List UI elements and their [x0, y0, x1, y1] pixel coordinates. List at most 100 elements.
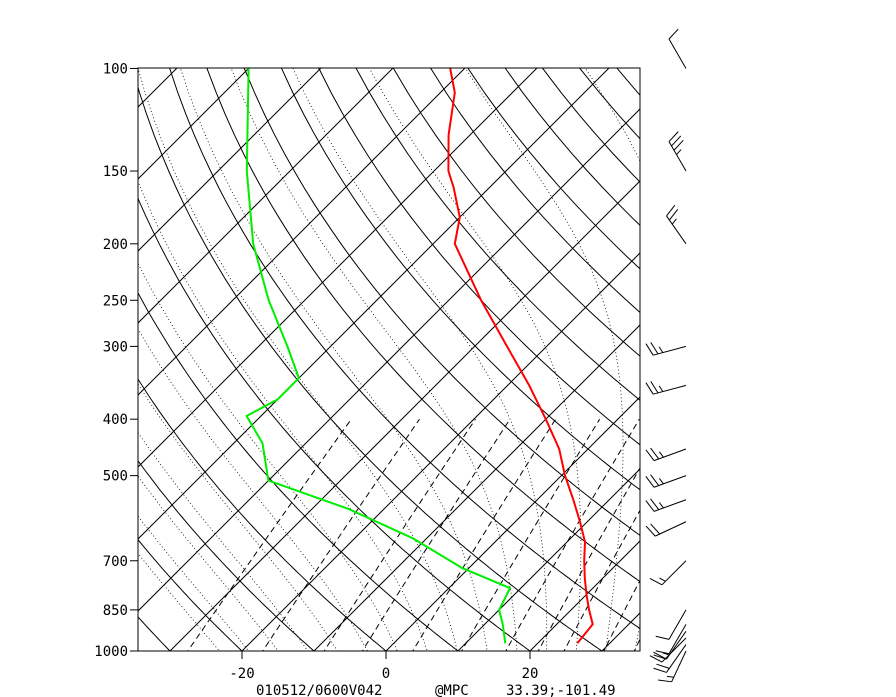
moist-adiabat-line: [292, 68, 548, 651]
moist-adiabat-line: [138, 180, 428, 651]
dry-adiabat-line: [741, 42, 896, 664]
wind-barb: [655, 609, 687, 640]
pressure-tick-label: 700: [103, 554, 128, 570]
moist-adiabat-line: [138, 552, 220, 651]
dry-adiabat-line: [632, 42, 896, 664]
dry-adiabat-line: [616, 68, 640, 96]
wind-barb: [668, 131, 687, 172]
wind-barb: [645, 381, 687, 395]
dry-adiabat-line: [467, 68, 640, 270]
temperature-profile-line: [447, 68, 594, 644]
mixing-ratio-line: [505, 418, 640, 651]
moist-adiabat-line: [662, 68, 741, 663]
mixing-ratio-line: [692, 419, 811, 663]
moist-adiabat-line: [138, 515, 250, 651]
dry-adiabat-line: [541, 68, 640, 183]
isotherm-line: [138, 68, 538, 468]
moist-adiabat-line: [138, 68, 458, 651]
temperature-tick-label: 20: [522, 666, 539, 682]
moist-adiabat-line: [138, 475, 279, 651]
pressure-tick-label: 850: [103, 603, 128, 619]
dry-adiabat-line: [206, 68, 640, 583]
pressure-tick-label: 500: [103, 469, 128, 485]
mixing-ratio-line: [563, 509, 640, 651]
wind-barbs: [645, 28, 687, 683]
footer-location: 33.39;-101.49: [506, 683, 616, 697]
moist-adiabat-line: [138, 383, 338, 651]
dry-adiabat-line: [504, 68, 640, 227]
isotherm-line: [138, 68, 610, 540]
pressure-tick-label: 200: [103, 237, 128, 253]
isotherm-line: [241, 252, 640, 651]
footer-source: @MPC: [435, 683, 469, 697]
wind-barb: [645, 474, 687, 488]
dry-adiabat-line: [138, 197, 531, 651]
dry-adiabat-line: [429, 68, 640, 314]
dry-adiabat-line: [280, 68, 640, 491]
pressure-tick-label: 1000: [94, 644, 128, 660]
pressure-tick-label: 300: [103, 339, 128, 355]
temperature-tick-label: -20: [229, 666, 254, 682]
isotherm-line: [138, 68, 250, 180]
dry-adiabat-line: [243, 68, 640, 536]
isotherm-line: [662, 42, 896, 664]
mixing-ratio-line: [187, 418, 352, 651]
isotherm-line: [138, 68, 394, 324]
wind-barb: [658, 650, 687, 683]
wind-barb: [668, 28, 687, 69]
wind-barb: [649, 637, 687, 663]
plot-frame: [137, 67, 641, 652]
moist-adiabat-line: [138, 431, 309, 651]
wind-barb: [645, 447, 687, 462]
moist-adiabat-line: [180, 68, 488, 651]
wind-barb: [649, 560, 687, 586]
mixing-ratio-line: [262, 418, 420, 651]
wind-barb: [653, 630, 687, 660]
mixing-ratio-line: [323, 418, 476, 651]
moist-adiabat-line: [230, 68, 518, 651]
dry-adiabat-line: [705, 42, 896, 664]
mixing-ratio-line: [361, 418, 511, 651]
mixing-ratio-line: [633, 638, 640, 651]
background-lines: [138, 42, 896, 664]
wind-barb: [645, 498, 687, 512]
temperature-tick-label: 0: [382, 666, 390, 682]
isotherm-line: [169, 180, 640, 651]
dry-adiabat-line: [169, 68, 640, 630]
wind-barb: [655, 624, 687, 655]
dry-adiabat-line: [355, 68, 640, 401]
sounding-profiles: [245, 68, 594, 644]
wind-barb: [666, 204, 687, 245]
dry-adiabat-line: [138, 616, 171, 651]
mixing-ratio-line: [603, 579, 640, 651]
pressure-tick-label: 100: [103, 61, 128, 77]
moist-adiabat-line: [369, 68, 582, 651]
isotherm-line: [138, 68, 466, 396]
isotherm-line: [313, 324, 640, 651]
dewpoint-profile-line: [245, 68, 512, 644]
dry-adiabat-line: [668, 42, 896, 664]
temperature-axis: -20 0 20: [229, 651, 538, 682]
mixing-ratio-line: [461, 418, 601, 651]
wind-barb: [645, 342, 687, 356]
dry-adiabat-line: [138, 291, 459, 651]
moist-adiabat-line: [465, 68, 624, 651]
isotherm-line: [529, 540, 640, 651]
mixing-ratio-line: [537, 467, 640, 651]
isotherm-line: [138, 108, 640, 612]
mixing-ratio-line: [412, 418, 557, 651]
dry-adiabat-line: [138, 85, 603, 651]
wind-barb: [653, 644, 687, 673]
wind-barb: [645, 521, 687, 537]
dry-adiabat-line: [138, 538, 243, 651]
isotherm-line: [734, 42, 896, 664]
pressure-tick-label: 150: [103, 164, 128, 180]
dry-adiabat-line: [392, 68, 640, 357]
pressure-tick-label: 400: [103, 412, 128, 428]
moist-adiabat-line: [691, 68, 824, 663]
isotherm-line: [138, 68, 322, 252]
moist-adiabat-line: [138, 262, 398, 651]
pressure-tick-label: 250: [103, 293, 128, 309]
footer-run: 010512/0600V042: [256, 683, 382, 697]
